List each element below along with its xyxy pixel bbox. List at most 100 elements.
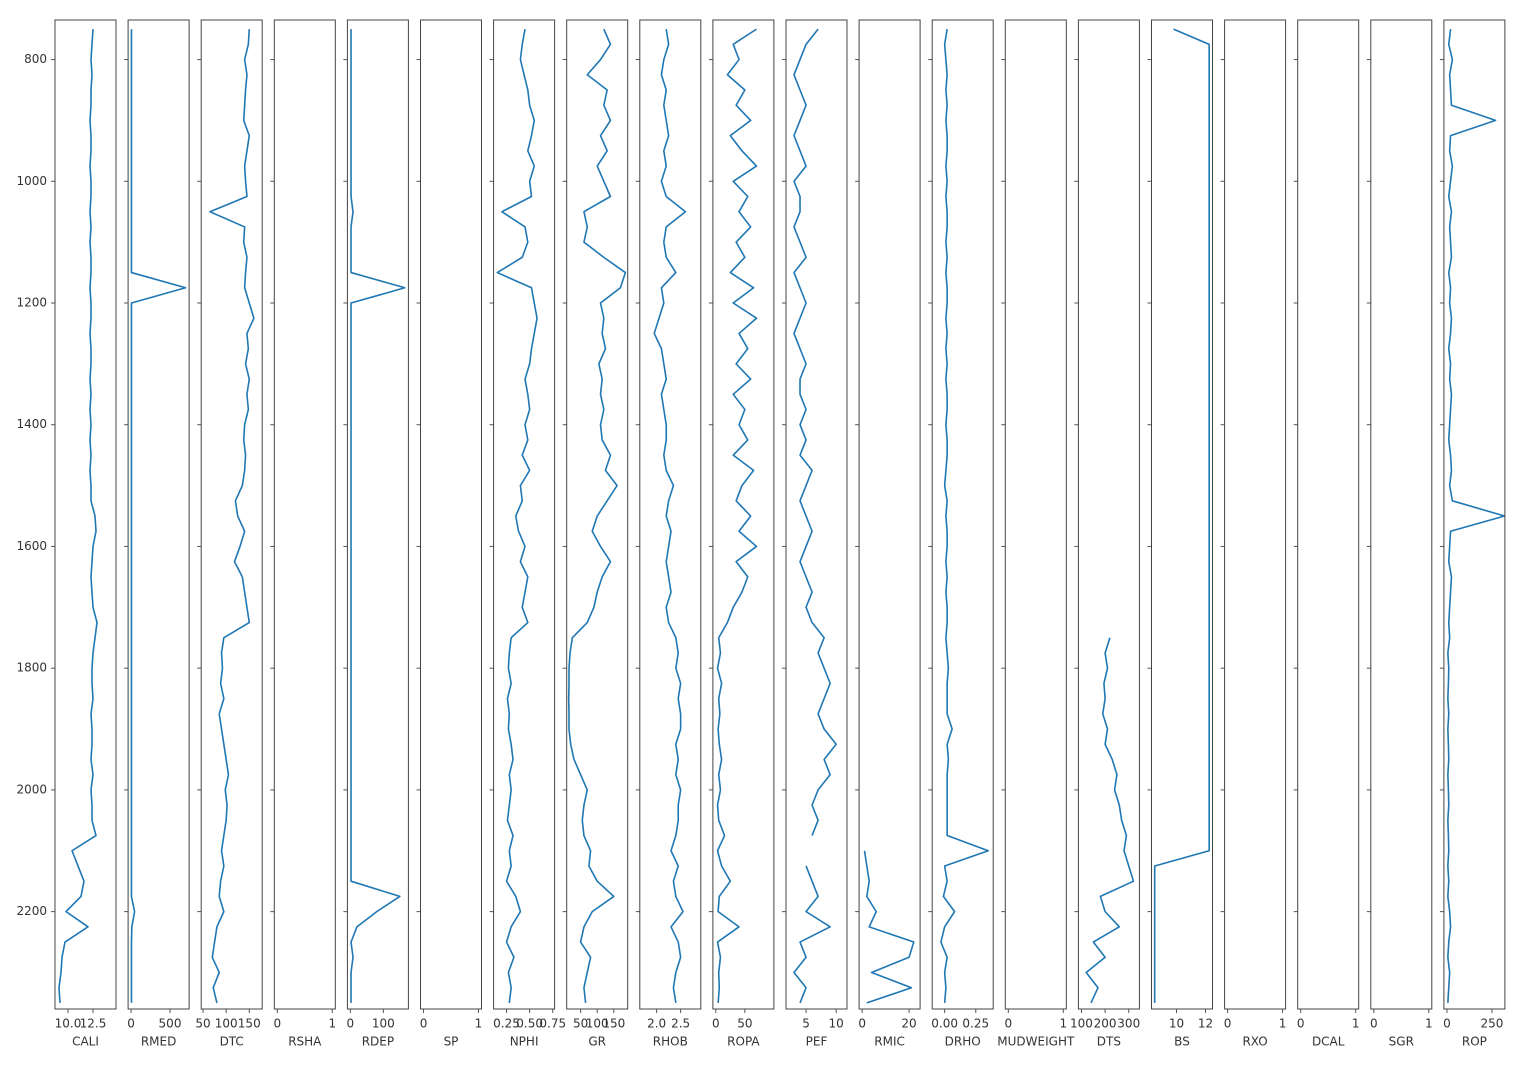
x-tick-label: 10.0 [55,1017,82,1031]
log-curve [940,29,990,1003]
track-label: ROPA [727,1035,760,1049]
x-tick-label: 12 [1198,1017,1213,1031]
x-tick-label: 2.5 [671,1017,690,1031]
x-tick-label: 50 [195,1017,210,1031]
x-tick-label: 300 [1117,1017,1140,1031]
y-tick-label: 2200 [16,904,47,918]
track-label: DTS [1097,1035,1121,1049]
y-tick-label: 800 [24,52,47,66]
y-tick-label: 1000 [16,174,47,188]
x-tick-label: 10 [1169,1017,1184,1031]
x-tick-label: 2.0 [647,1017,666,1031]
x-tick-label: 10 [829,1017,844,1031]
x-tick-label: 0.25 [493,1017,520,1031]
track-label: PEF [806,1035,828,1049]
x-tick-label: 100 [215,1017,238,1031]
track-frame [1370,19,1433,1010]
track-frame [346,19,409,1010]
x-tick-label: 0 [274,1017,282,1031]
x-tick-label: 100 [586,1017,609,1031]
track-frame [1224,19,1287,1010]
track-frame [1151,19,1213,1010]
x-tick-label: 50 [573,1017,588,1031]
x-tick-label: 0.50 [516,1017,543,1031]
x-tick-label: 0 [127,1017,135,1031]
x-tick-label: 0 [1005,1017,1013,1031]
track-label: SP [444,1035,459,1049]
track-label: DTC [220,1035,244,1049]
track-label: RSHA [288,1035,322,1049]
log-curve [793,28,837,1004]
log-curve [496,28,538,1004]
x-tick-label: 1 [1352,1017,1360,1031]
track-frame [54,19,117,1010]
log-curve [1447,29,1506,1003]
x-tick-label: 150 [238,1017,261,1031]
log-curve [209,29,255,1004]
track-label: RMED [141,1035,177,1049]
track-label: ROP [1462,1035,1487,1049]
track-label: DCAL [1312,1035,1345,1049]
track-frame [1443,19,1506,1010]
log-curve [716,28,758,1003]
log-curve [1085,637,1135,1004]
x-tick-label: 0 [1297,1017,1305,1031]
x-tick-label: 0 [712,1017,720,1031]
log-curve [863,850,915,1004]
track-label: BS [1174,1035,1190,1049]
x-tick-label: 20 [901,1017,916,1031]
track-frame [273,19,336,1010]
track-frame [420,19,482,1010]
x-tick-label: 50 [737,1017,752,1031]
x-tick-label: 1 [328,1017,336,1031]
x-tick-label: 0 [1370,1017,1378,1031]
track-label: RDEP [362,1035,394,1049]
x-tick-label: 0.00 [931,1017,958,1031]
track-frame [1077,19,1140,1010]
y-tick-label: 1800 [16,661,47,675]
log-curve [1153,28,1210,1003]
x-tick-label: 0.25 [962,1017,989,1031]
x-tick-label: 1 [1279,1017,1287,1031]
y-tick-label: 1400 [16,417,47,431]
track-frame [785,19,848,1010]
x-tick-label: 1 [1425,1017,1433,1031]
x-tick-label: 0 [1224,1017,1232,1031]
x-tick-label: 200 [1094,1017,1117,1031]
track-label: RXO [1242,1035,1267,1049]
log-curve [58,29,98,1003]
x-tick-label: 5 [802,1017,810,1031]
x-tick-label: 0 [347,1017,355,1031]
x-tick-label: 100 [1070,1017,1093,1031]
track-frame [200,19,263,1010]
track-frame [493,19,556,1010]
track-frame [858,19,921,1010]
x-tick-label: 0.75 [539,1017,566,1031]
x-tick-label: 0 [420,1017,428,1031]
track-label: RMIC [874,1035,905,1049]
log-curve [350,29,406,1003]
track-label: CALI [72,1035,99,1049]
track-label: RHOB [653,1035,688,1049]
x-tick-label: 150 [602,1017,625,1031]
x-tick-label: 500 [159,1017,182,1031]
x-tick-label: 12.5 [80,1017,107,1031]
x-tick-label: 0 [1443,1017,1451,1031]
track-frame [712,19,775,1010]
y-tick-label: 1600 [16,539,47,553]
track-frame [566,19,629,1010]
x-tick-label: 100 [372,1017,395,1031]
track-label: DRHO [945,1035,981,1049]
track-label: GR [588,1035,606,1049]
track-frame [127,19,190,1010]
log-curve [567,28,627,1003]
y-tick-label: 2000 [16,782,47,796]
y-tick-label: 1200 [16,296,47,310]
x-tick-label: 1 [475,1017,483,1031]
track-frame [639,19,702,1010]
x-tick-label: 0 [858,1017,866,1031]
track-label: MUDWEIGHT [997,1035,1075,1049]
log-curve [130,29,187,1003]
track-frame [1297,19,1360,1010]
